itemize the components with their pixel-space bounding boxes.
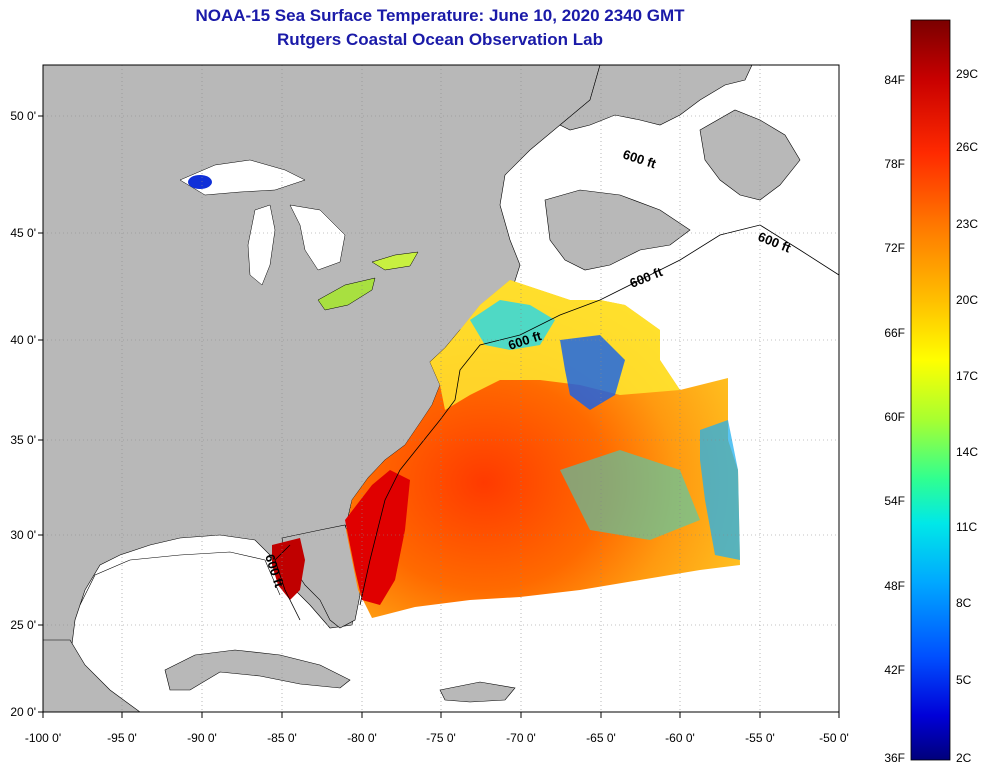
x-tick-label: -70 0' [506, 731, 536, 745]
colorbar-c-label: 5C [956, 673, 972, 687]
colorbar-c-label: 14C [956, 445, 978, 459]
x-tick-label: -50 0' [819, 731, 849, 745]
cuba-land [164, 649, 351, 691]
lake-superior-sst [188, 175, 212, 189]
colorbar-f-label: 72F [884, 241, 905, 255]
map-title: NOAA-15 Sea Surface Temperature: June 10… [195, 6, 685, 25]
lake-ontario [371, 251, 419, 271]
y-tick-label: 50 0' [10, 109, 36, 123]
colorbar-c-label: 23C [956, 217, 978, 231]
y-tick-label: 25 0' [10, 618, 36, 632]
lake-superior [179, 159, 306, 196]
sst-cool-southeast [560, 450, 700, 540]
colorbar-f-label: 48F [884, 579, 905, 593]
x-tick-label: -100 0' [25, 731, 61, 745]
colorbar-f-label: 42F [884, 663, 905, 677]
colorbar-c-label: 2C [956, 751, 972, 765]
y-tick-label: 30 0' [10, 528, 36, 542]
maritimes-land [544, 189, 691, 271]
colorbar-f-label: 54F [884, 494, 905, 508]
colorbar-f-label: 84F [884, 73, 905, 87]
y-tick-label: 35 0' [10, 433, 36, 447]
colorbar [910, 19, 951, 761]
colorbar-c-label: 17C [956, 369, 978, 383]
x-tick-label: -60 0' [665, 731, 695, 745]
lake-michigan [247, 204, 276, 286]
y-axis: 50 0' 45 0' 40 0' 35 0' 30 0' 25 0' 20 0… [10, 109, 43, 719]
labrador-land [559, 65, 753, 131]
gulf-shelf-contour [79, 551, 281, 606]
x-axis: -100 0' -95 0' -90 0' -85 0' -80 0' -75 … [25, 712, 849, 745]
colorbar-f-label: 36F [884, 751, 905, 765]
colorbar-f-label: 78F [884, 157, 905, 171]
map-subtitle: Rutgers Coastal Ocean Observation Lab [277, 30, 603, 49]
grid-lines [43, 65, 839, 712]
sst-cool-east [700, 420, 740, 560]
sst-cold-band [470, 300, 555, 350]
x-tick-label: -95 0' [107, 731, 137, 745]
x-tick-label: -65 0' [586, 731, 616, 745]
hispaniola-land [439, 681, 516, 703]
colorbar-c-label: 8C [956, 596, 972, 610]
lake-erie [317, 277, 376, 311]
x-tick-label: -85 0' [267, 731, 297, 745]
gulf-warm-patch [272, 538, 305, 600]
y-tick-label: 20 0' [10, 705, 36, 719]
y-tick-label: 40 0' [10, 333, 36, 347]
x-tick-label: -55 0' [745, 731, 775, 745]
sst-cold-patch [560, 335, 625, 410]
newfoundland-land [699, 109, 801, 201]
x-tick-label: -90 0' [187, 731, 217, 745]
colorbar-c-label: 20C [956, 293, 978, 307]
x-tick-label: -80 0' [347, 731, 377, 745]
colorbar-celsius-labels: 29C 26C 23C 20C 17C 14C 11C 8C 5C 2C [956, 67, 978, 765]
colorbar-f-label: 66F [884, 326, 905, 340]
colorbar-fahrenheit-labels: 84F 78F 72F 66F 60F 54F 48F 42F 36F [884, 73, 905, 765]
lake-huron [289, 204, 346, 271]
colorbar-f-label: 60F [884, 410, 905, 424]
florida-east-warm [345, 470, 410, 605]
x-tick-label: -75 0' [426, 731, 456, 745]
y-tick-label: 45 0' [10, 226, 36, 240]
colorbar-c-label: 11C [956, 520, 977, 534]
colorbar-c-label: 29C [956, 67, 978, 81]
yucatan-land [43, 639, 141, 712]
colorbar-c-label: 26C [956, 140, 978, 154]
